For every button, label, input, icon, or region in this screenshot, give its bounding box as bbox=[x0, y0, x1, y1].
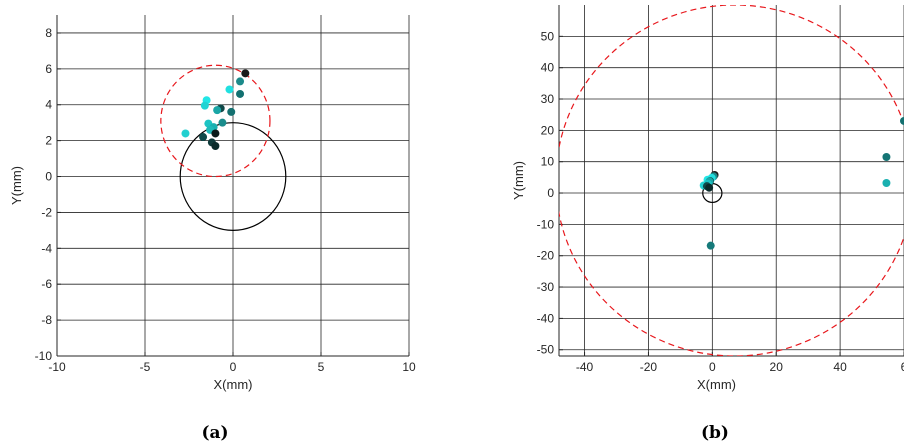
solid-circle bbox=[179, 122, 287, 231]
y-tick-label: -6 bbox=[41, 277, 52, 291]
y-tick-label: -4 bbox=[41, 241, 52, 255]
x-tick-label: 10 bbox=[402, 360, 416, 374]
x-tick-label: 0 bbox=[709, 360, 716, 374]
x-axis-label: X(mm) bbox=[697, 377, 736, 392]
data-point bbox=[227, 107, 236, 116]
y-tick-label: -40 bbox=[537, 311, 555, 325]
data-point bbox=[882, 179, 891, 188]
data-point bbox=[213, 106, 222, 115]
y-tick-label: 20 bbox=[541, 123, 555, 137]
x-tick-label: -40 bbox=[576, 360, 594, 374]
y-tick-label: -2 bbox=[41, 205, 52, 219]
y-tick-label: -8 bbox=[41, 313, 52, 327]
x-axis-label: X(mm) bbox=[214, 377, 253, 392]
x-tick-label: 40 bbox=[833, 360, 847, 374]
panel-caption: (a) bbox=[201, 423, 228, 443]
y-tick-label: -10 bbox=[537, 217, 555, 231]
y-tick-label: 30 bbox=[541, 92, 555, 106]
data-point bbox=[225, 85, 234, 94]
y-tick-label: 6 bbox=[45, 62, 52, 76]
y-tick-label: 4 bbox=[45, 98, 52, 112]
panel-a: -10 -5 0 5 10 -10 -8 -6 -4 -2 0 2 4 6 8 X(mm) Y(mm) (a) bbox=[9, 15, 416, 443]
y-tick-label: -20 bbox=[537, 249, 555, 263]
y-tick-label: -10 bbox=[35, 349, 53, 363]
y-axis-label: Y(mm) bbox=[511, 161, 526, 200]
y-tick-label: -30 bbox=[537, 280, 555, 294]
y-tick-label: 8 bbox=[45, 26, 52, 40]
data-point bbox=[236, 77, 245, 86]
y-tick-label: 50 bbox=[541, 29, 555, 43]
data-point bbox=[199, 133, 208, 142]
plot-area bbox=[559, 5, 904, 356]
data-point bbox=[200, 101, 209, 110]
data-point bbox=[900, 116, 904, 125]
panel-b: -40 -20 0 20 40 6 -50 -40 -30 -20 -10 0 10 20 30 40 50 X(… bbox=[511, 5, 904, 443]
x-tick-label: -10 bbox=[48, 360, 66, 374]
dashed-circle bbox=[160, 64, 271, 178]
y-tick-label: 40 bbox=[541, 61, 555, 75]
x-tick-label: 6 bbox=[901, 360, 904, 374]
data-point bbox=[211, 142, 220, 151]
panel-caption: (b) bbox=[701, 423, 729, 443]
y-tick-label: 10 bbox=[541, 155, 555, 169]
x-tick-label: 20 bbox=[770, 360, 784, 374]
y-tick-label: -50 bbox=[537, 343, 555, 357]
y-axis-label: Y(mm) bbox=[9, 166, 24, 205]
x-tick-label: 5 bbox=[318, 360, 325, 374]
data-point bbox=[241, 69, 250, 78]
x-tick-label: 0 bbox=[230, 360, 237, 374]
plot-area bbox=[160, 64, 287, 231]
x-tick-label: -5 bbox=[140, 360, 151, 374]
data-point bbox=[218, 118, 227, 127]
y-tick-label: 0 bbox=[45, 170, 52, 184]
data-point bbox=[181, 129, 190, 138]
data-point bbox=[705, 183, 714, 192]
data-point bbox=[236, 89, 245, 98]
y-tick-label: 0 bbox=[547, 186, 554, 200]
x-tick-label: -20 bbox=[640, 360, 658, 374]
y-tick-label: 2 bbox=[45, 134, 52, 148]
data-point bbox=[706, 241, 715, 250]
data-point bbox=[882, 152, 891, 161]
data-point bbox=[211, 129, 220, 138]
dashed-circle bbox=[559, 5, 904, 356]
